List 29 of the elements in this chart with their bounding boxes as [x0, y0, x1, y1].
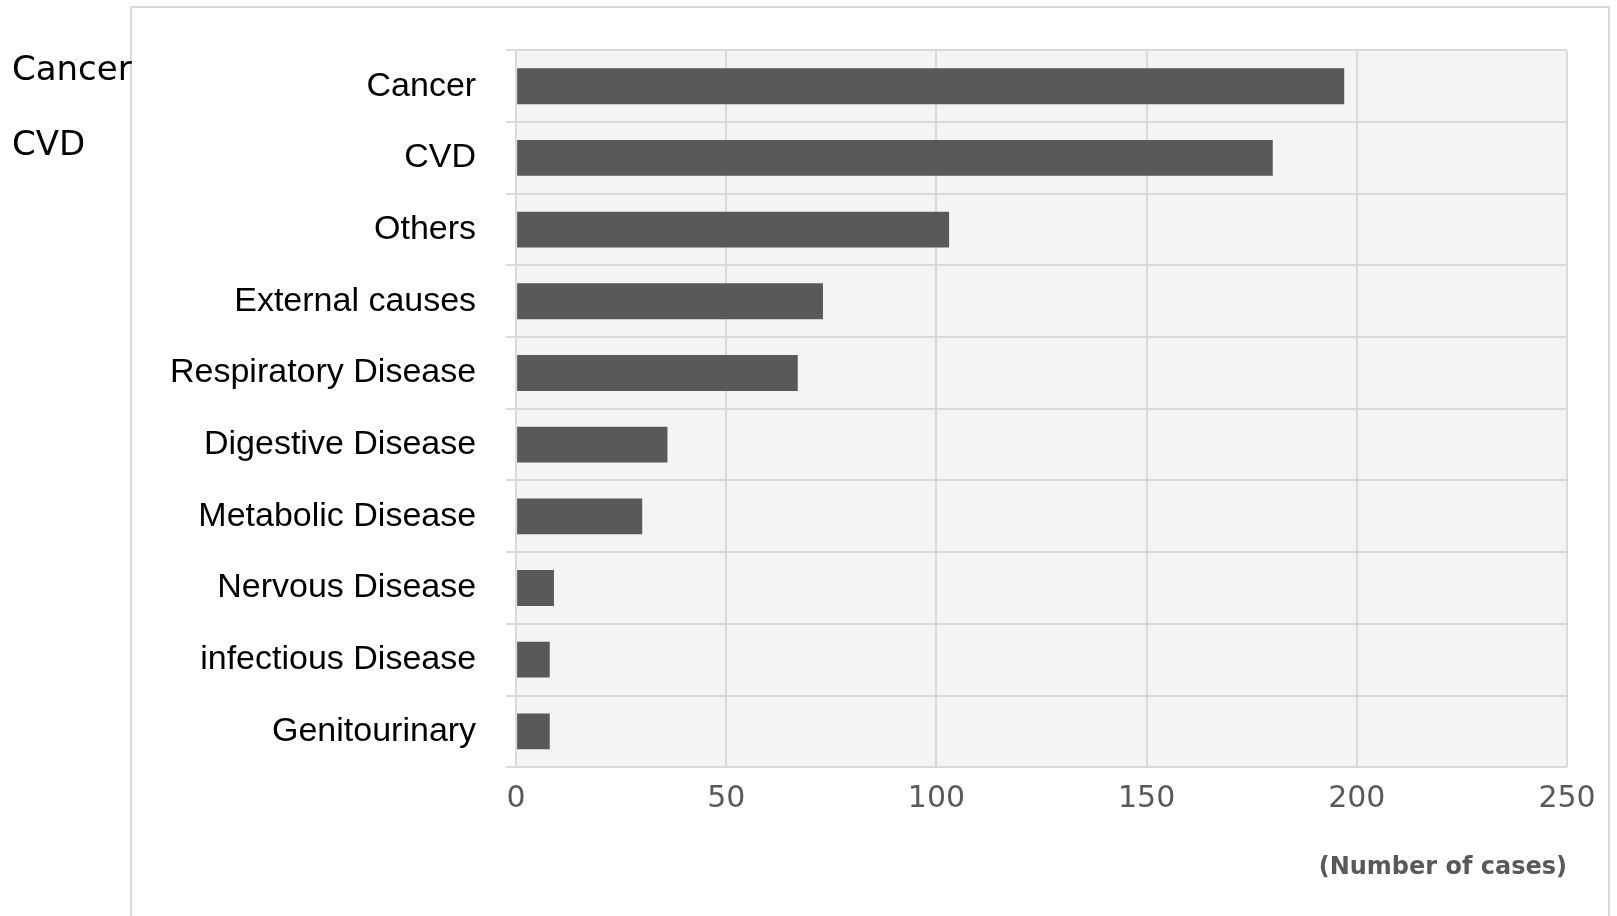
y-tick-label: Others — [374, 207, 477, 246]
bar — [517, 283, 823, 320]
x-tick-label: 250 — [1538, 779, 1596, 814]
bar — [517, 211, 950, 248]
text: CVD — [12, 123, 86, 163]
y-tick-label: Cancer — [366, 64, 477, 103]
bar — [517, 713, 550, 750]
bar — [517, 570, 554, 606]
y-tick-label: Respiratory Disease — [169, 351, 477, 390]
x-tick-label: 100 — [907, 779, 966, 814]
y-tick-label: infectious Disease — [200, 638, 477, 677]
y-tick-label: Metabolic Disease — [198, 494, 477, 533]
y-tick-label: Nervous Disease — [217, 566, 477, 605]
bar — [517, 641, 550, 678]
x-tick-label: 0 — [506, 779, 526, 814]
bar — [517, 355, 798, 391]
bar — [517, 426, 668, 463]
bar — [517, 140, 1273, 176]
bar — [517, 498, 643, 535]
x-tick-label: 150 — [1118, 779, 1176, 814]
x-tick-label: 50 — [707, 779, 746, 814]
x-axis-title: (Number of cases) — [1318, 851, 1567, 880]
y-tick-label: Digestive Disease — [203, 423, 477, 462]
y-tick-label: CVD — [404, 136, 477, 175]
text: Cancer — [12, 48, 132, 88]
bar — [517, 68, 1345, 105]
x-tick-label: 200 — [1328, 779, 1386, 814]
y-tick-label: External causes — [234, 279, 477, 318]
y-tick-label: Genitourinary — [272, 709, 477, 748]
